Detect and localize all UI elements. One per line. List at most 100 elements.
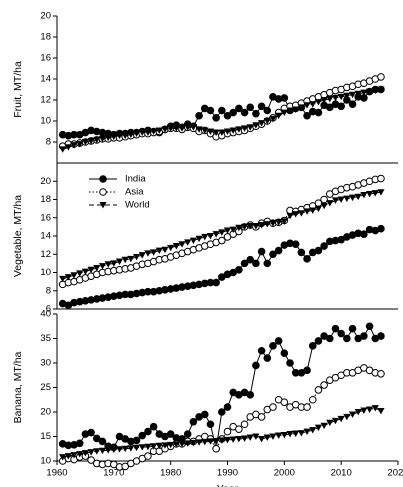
- data-point: [263, 434, 271, 441]
- data-point: [343, 413, 351, 421]
- data-point: [132, 253, 141, 261]
- data-point: [223, 436, 232, 444]
- data-point: [76, 270, 84, 277]
- data-point: [98, 135, 107, 143]
- data-point: [308, 342, 317, 350]
- data-point: [240, 108, 249, 117]
- data-point: [246, 222, 254, 230]
- data-point: [235, 104, 243, 113]
- data-point: [309, 207, 317, 214]
- data-point: [258, 120, 266, 127]
- data-point: [218, 129, 226, 136]
- data-point: [331, 417, 340, 425]
- x-tick-label: 2010: [331, 468, 352, 479]
- data-point: [240, 223, 249, 231]
- data-point: [246, 103, 255, 112]
- data-point: [286, 359, 294, 367]
- data-point: [183, 430, 192, 438]
- data-point: [275, 112, 283, 120]
- y-tick-label: 14: [40, 74, 51, 85]
- data-point: [314, 424, 323, 432]
- data-point: [81, 139, 90, 146]
- y-tick-label: 8: [46, 285, 51, 296]
- data-point: [115, 258, 124, 265]
- data-point: [377, 174, 385, 183]
- x-tick-label: 1970: [103, 468, 124, 479]
- data-point: [326, 95, 334, 103]
- data-point: [354, 90, 362, 98]
- data-point: [320, 242, 328, 250]
- data-point: [337, 93, 345, 101]
- data-point: [184, 124, 192, 131]
- data-point: [121, 256, 129, 264]
- data-point: [326, 103, 334, 112]
- data-point: [331, 94, 340, 102]
- data-point: [320, 195, 328, 204]
- data-point: [150, 128, 158, 135]
- data-point: [274, 337, 283, 345]
- data-point: [206, 128, 215, 135]
- data-point: [218, 437, 226, 444]
- legend-marker: [99, 175, 107, 183]
- data-point: [178, 125, 186, 132]
- data-point: [280, 349, 289, 358]
- data-point: [189, 237, 197, 244]
- y-tick-label: 8: [46, 137, 51, 148]
- data-point: [240, 125, 249, 132]
- data-point: [303, 403, 311, 411]
- data-point: [263, 259, 272, 268]
- data-point: [246, 124, 254, 131]
- data-point: [337, 196, 345, 203]
- y-tick-label: 14: [40, 231, 51, 242]
- data-point: [235, 265, 243, 274]
- data-point: [257, 346, 266, 355]
- data-point: [218, 408, 226, 416]
- data-point: [206, 420, 215, 429]
- data-point: [314, 337, 323, 345]
- data-point: [87, 266, 95, 274]
- data-point: [121, 132, 129, 140]
- data-point: [314, 108, 323, 117]
- data-point: [155, 247, 163, 254]
- data-point: [98, 447, 107, 455]
- data-point: [320, 422, 328, 430]
- data-point: [269, 433, 277, 440]
- data-point: [75, 439, 84, 448]
- data-point: [377, 86, 385, 93]
- y-tick-label: 6: [46, 304, 51, 315]
- x-tick-label: 1980: [160, 468, 181, 479]
- data-point: [76, 141, 84, 148]
- data-point: [150, 249, 158, 256]
- data-point: [104, 134, 112, 142]
- y-tick-label: 20: [40, 11, 51, 22]
- data-point: [93, 264, 101, 272]
- data-point: [308, 395, 317, 404]
- data-point: [314, 246, 323, 255]
- data-point: [98, 263, 107, 270]
- data-point: [314, 386, 323, 394]
- data-point: [252, 222, 260, 230]
- data-point: [326, 419, 334, 427]
- data-point: [87, 449, 95, 456]
- data-point: [87, 137, 95, 145]
- data-point: [167, 441, 175, 449]
- data-point: [59, 454, 67, 461]
- y-tick-label: 16: [40, 53, 51, 64]
- x-tick-label: 2000: [274, 468, 295, 479]
- data-point: [64, 274, 72, 281]
- y-tick-label: 10: [40, 116, 51, 127]
- data-point: [167, 244, 175, 252]
- data-point: [218, 229, 226, 236]
- y-tick-label: 12: [40, 249, 51, 260]
- data-point: [377, 224, 385, 233]
- data-point: [110, 446, 118, 454]
- data-point: [303, 111, 311, 120]
- data-point: [178, 440, 186, 448]
- data-point: [98, 437, 107, 446]
- data-point: [144, 443, 152, 451]
- y-tick-label: 10: [40, 267, 51, 278]
- data-point: [354, 193, 362, 201]
- data-point: [206, 233, 215, 240]
- data-point: [292, 211, 300, 218]
- x-tick-label: 1960: [46, 468, 67, 479]
